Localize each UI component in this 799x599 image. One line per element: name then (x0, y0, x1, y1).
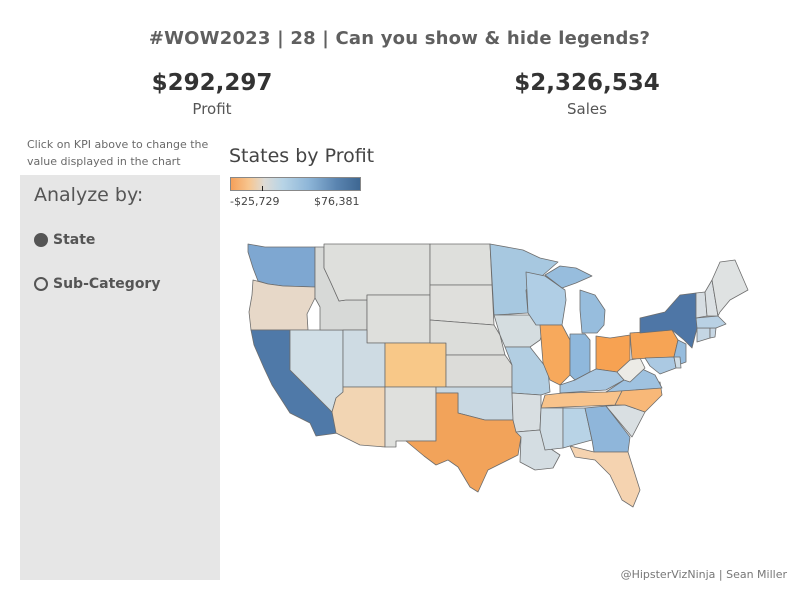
legend-min-label: -$25,729 (230, 195, 280, 208)
state-west-virginia[interactable] (616, 357, 646, 383)
kpi-profit-value[interactable]: $292,297 (151, 70, 273, 96)
analyze-by-title: Analyze by: (34, 184, 144, 206)
state-washington[interactable] (247, 243, 316, 288)
legend-zero-tick (262, 186, 263, 191)
radio-state-label[interactable]: State (53, 232, 96, 248)
state-michigan-upper[interactable] (544, 265, 593, 289)
kpi-sales-value[interactable]: $2,326,534 (514, 70, 660, 96)
state-arizona[interactable] (331, 386, 386, 448)
legend-max-label: $76,381 (314, 195, 360, 208)
radio-selected-icon[interactable] (34, 233, 48, 247)
state-wisconsin[interactable] (525, 271, 567, 326)
state-florida[interactable] (569, 445, 641, 508)
state-new-york[interactable] (639, 292, 698, 349)
state-maryland[interactable] (644, 356, 677, 375)
state-south-dakota[interactable] (429, 284, 495, 326)
state-michigan[interactable] (579, 289, 606, 334)
radio-state[interactable]: State (34, 232, 95, 248)
state-oregon[interactable] (248, 279, 316, 331)
author-credit: @HipsterVizNinja | Sean Miller (620, 568, 787, 581)
state-delaware[interactable] (673, 356, 682, 369)
analyze-by-panel: Analyze by: State Sub-Category (20, 175, 220, 580)
kpi-sales-label[interactable]: Sales (567, 100, 607, 118)
kpi-profit-label[interactable]: Profit (192, 100, 232, 118)
state-alabama[interactable] (562, 407, 593, 449)
state-illinois[interactable] (539, 324, 571, 386)
state-new-mexico[interactable] (384, 386, 437, 448)
radio-sub-category-label[interactable]: Sub-Category (53, 276, 161, 292)
state-connecticut[interactable] (696, 327, 711, 343)
state-colorado[interactable] (384, 342, 447, 388)
state-rhode-island[interactable] (709, 327, 717, 339)
state-montana[interactable] (323, 243, 431, 302)
state-arkansas[interactable] (511, 392, 542, 433)
kpi-hint-text: Click on KPI above to change the value d… (27, 138, 209, 168)
state-missouri[interactable] (504, 346, 551, 396)
radio-unselected-icon[interactable] (34, 277, 48, 291)
dashboard-title: #WOW2023 | 28 | Can you show & hide lege… (148, 28, 651, 49)
state-massachusetts[interactable] (695, 315, 727, 329)
state-indiana[interactable] (569, 333, 591, 381)
state-north-dakota[interactable] (429, 243, 493, 286)
kpi-profit[interactable]: $292,297 Profit (82, 68, 342, 118)
state-texas[interactable] (405, 392, 522, 493)
state-maine[interactable] (711, 259, 749, 317)
state-kansas[interactable] (445, 354, 513, 388)
state-wyoming[interactable] (366, 294, 431, 344)
kpi-sales[interactable]: $2,326,534 Sales (457, 68, 717, 118)
chart-title: States by Profit (229, 145, 375, 167)
state-mississippi[interactable] (539, 407, 564, 451)
state-pennsylvania[interactable] (629, 329, 679, 360)
state-virginia[interactable] (605, 367, 663, 393)
radio-sub-category[interactable]: Sub-Category (34, 276, 160, 292)
